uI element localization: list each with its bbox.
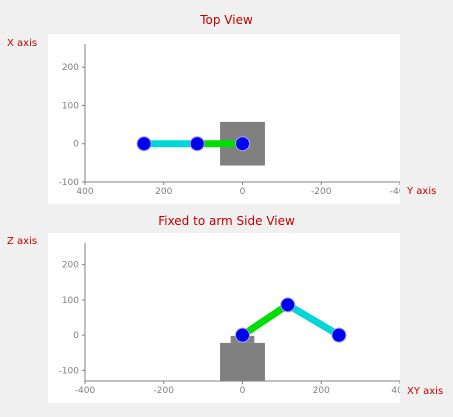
side-view-x-tick-label: 200 <box>313 386 330 396</box>
top-view-vertical-axis-label: X axis <box>7 38 38 49</box>
side-view-joint-1 <box>235 327 250 343</box>
side-view-title: Fixed to arm Side View <box>158 214 295 228</box>
side-view-x-tick-label: 0 <box>240 386 246 396</box>
side-view-joint-2 <box>280 297 296 313</box>
side-view-y-tick-label: 100 <box>62 296 79 306</box>
top-view-x-tick-label: 200 <box>155 187 172 197</box>
side-view-horizontal-axis-label: XY axis <box>407 386 444 397</box>
top-view-title: Top View <box>200 13 253 27</box>
top-view-y-tick-label: 100 <box>62 101 79 111</box>
top-view-x-tick-label: 0 <box>240 187 246 197</box>
top-view-y-tick-label: 0 <box>73 140 79 150</box>
top-view-x-tick-label: -400 <box>390 187 400 197</box>
side-view-plot: 200 100 0 -100 -400 -200 0 200 400 <box>48 233 400 403</box>
side-view-arm-link-2 <box>285 301 341 339</box>
side-view-robot-base <box>220 342 265 381</box>
side-view-x-tick-label: 400 <box>391 386 400 396</box>
top-view-y-tick-label: -100 <box>59 178 80 188</box>
side-view-x-tick-label: -400 <box>75 386 96 396</box>
side-view-y-tick-label: -100 <box>59 366 80 376</box>
top-view-y-tick-label: 200 <box>62 63 79 73</box>
top-view-x-tick-label: 400 <box>76 187 93 197</box>
top-view-x-tick-label: -200 <box>311 187 332 197</box>
top-view-joint-1 <box>235 136 250 152</box>
top-view-joint-3 <box>136 136 152 152</box>
top-view-joint-2 <box>189 136 205 152</box>
side-view-chart: 200 100 0 -100 -400 -200 0 200 400 <box>59 243 400 396</box>
top-view-horizontal-axis-label: Y axis <box>407 186 437 197</box>
side-view-y-tick-label: 200 <box>62 261 79 271</box>
side-view-arm-link-1 <box>240 301 290 339</box>
side-view-y-tick-label: 0 <box>73 331 79 341</box>
side-view-x-tick-label: -200 <box>154 386 175 396</box>
side-view-vertical-axis-label: Z axis <box>7 236 38 247</box>
side-view-joint-3 <box>331 327 347 343</box>
